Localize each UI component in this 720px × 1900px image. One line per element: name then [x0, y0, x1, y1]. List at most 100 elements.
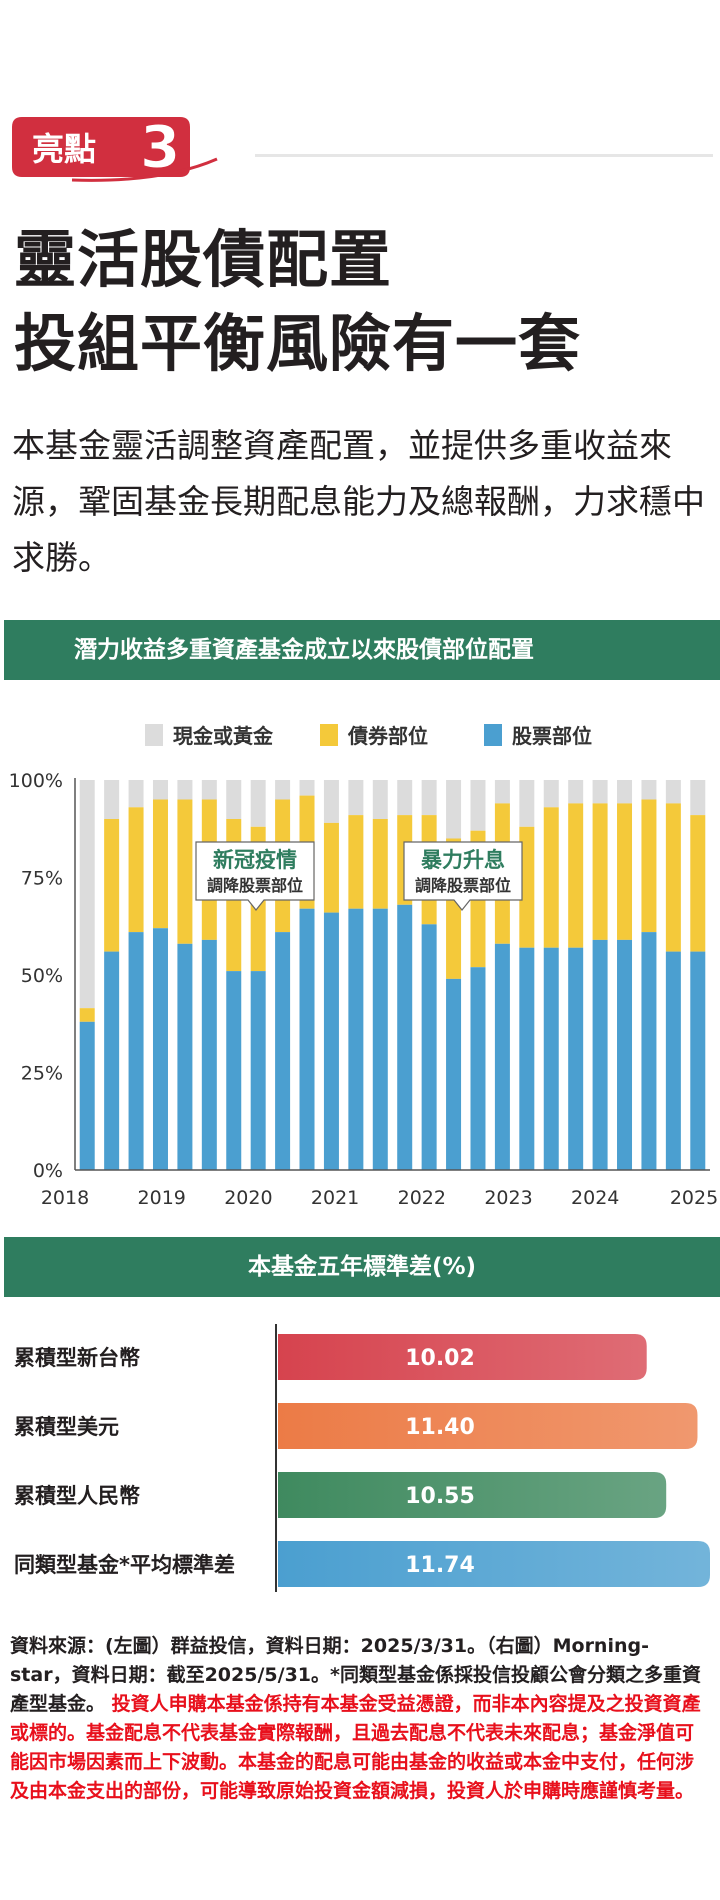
bar-cash: [323, 780, 339, 823]
bar-equity: [617, 939, 633, 1170]
stdev-value-label: 10.02: [405, 1346, 475, 1371]
bar-bond: [519, 826, 535, 948]
bar-equity: [446, 978, 462, 1170]
bar-bond: [323, 822, 339, 913]
bar-cash: [104, 780, 120, 819]
x-tick-label: 2019: [138, 1187, 186, 1209]
bar-cash: [177, 780, 193, 800]
bar-cash: [348, 780, 364, 816]
stdev-chart-title-band: 本基金五年標準差(%): [4, 1237, 720, 1297]
legend-swatch-2: [484, 724, 502, 746]
x-tick-label: 2025: [670, 1187, 718, 1209]
chart-legend: 現金或黃金 債券部位 股票部位: [145, 724, 592, 748]
x-tick-label: 2020: [224, 1187, 272, 1209]
bar-cash: [470, 780, 486, 831]
legend-swatch-1: [320, 724, 338, 746]
bar-cash: [543, 780, 559, 808]
bar-cash: [446, 780, 462, 839]
x-tick-label: 2023: [484, 1187, 532, 1209]
legend-label-0: 現金或黃金: [173, 724, 274, 748]
bar-equity: [690, 951, 706, 1170]
bar-equity: [226, 971, 242, 1170]
bar-equity: [470, 967, 486, 1170]
annotation-callout-0: [195, 841, 315, 911]
bar-cash: [519, 780, 535, 827]
bar-bond: [79, 1008, 95, 1022]
bar-bond: [690, 815, 706, 952]
annotation-title-0: 新冠疫情: [213, 848, 297, 872]
annotation-subtitle-1: 調降股票部位: [415, 876, 511, 895]
allocation-stacked-bar-chart: 現金或黃金 債券部位 股票部位 0% 25% 50% 75% 100% 2018 2019 202…: [9, 724, 719, 1209]
headline-line-1: 靈活股債配置: [14, 223, 393, 296]
stdev-value-label: 11.40: [405, 1415, 475, 1440]
stdev-bar: [278, 1334, 647, 1380]
bar-bond: [592, 803, 608, 940]
bar-cash: [372, 780, 388, 819]
allocation-chart-title-band: 潛力收益多重資產基金成立以來股債部位配置: [4, 620, 720, 680]
bar-bond: [641, 799, 657, 933]
allocation-chart-title: 潛力收益多重資產基金成立以來股債部位配置: [74, 637, 534, 663]
bar-cash: [690, 780, 706, 816]
stdev-bar: [278, 1472, 667, 1518]
bar-cash: [421, 780, 437, 816]
bar-bond: [543, 807, 559, 948]
legend-label-1: 債券部位: [347, 724, 428, 748]
bar-cash: [397, 780, 413, 816]
annotation-subtitle-0: 調降股票部位: [207, 876, 303, 895]
stdev-value-label: 10.55: [405, 1484, 475, 1509]
bar-cash: [299, 780, 315, 796]
y-tick-label: 100%: [9, 770, 63, 792]
legend-swatch-0: [145, 724, 163, 746]
x-tick-label: 2024: [571, 1187, 619, 1209]
bar-bond: [177, 799, 193, 944]
bar-equity: [543, 947, 559, 1170]
bar-cash: [617, 780, 633, 804]
bar-equity: [348, 908, 364, 1170]
bar-equity: [421, 924, 437, 1170]
bar-cash: [152, 780, 168, 800]
footnote: 資料來源：(左圖）群益投信，資料日期：2025/3/31。（右圖）Morning…: [10, 1632, 710, 1806]
bar-cash: [568, 780, 584, 804]
intro-paragraph: 本基金靈活調整資產配置，並提供多重收益來源，鞏固基金長期配息能力及總報酬，力求穩…: [12, 426, 705, 577]
bar-cash: [201, 780, 217, 800]
chart-axes: 0% 25% 50% 75% 100% 2018 2019 2020 2021 2022 2023 2…: [9, 770, 719, 1209]
highlight-badge: 亮點 3: [12, 117, 218, 182]
x-tick-label: 2021: [311, 1187, 359, 1209]
stdev-bar: [278, 1541, 710, 1587]
bar-bond: [372, 819, 388, 909]
annotation-callout-1: [403, 841, 523, 911]
bar-equity: [79, 1021, 95, 1170]
y-tick-label: 0%: [33, 1160, 63, 1182]
bar-equity: [152, 928, 168, 1170]
stdev-category-label: 累積型新台幣: [14, 1346, 140, 1370]
bar-equity: [250, 971, 266, 1170]
bar-equity: [299, 908, 315, 1170]
legend-label-2: 股票部位: [512, 724, 592, 748]
bar-equity: [275, 932, 291, 1170]
bar-bond: [104, 819, 120, 952]
stdev-chart-title: 本基金五年標準差(%): [247, 1254, 477, 1280]
headline-line-2: 投組平衡風險有一套: [14, 307, 582, 380]
bar-cash: [641, 780, 657, 800]
bar-equity: [323, 912, 339, 1170]
bar-bond: [128, 807, 144, 933]
stdev-rows: 累積型新台幣 10.02 累積型美元 11.40 累積型人民幣 10.55 同類型基金*平均…: [14, 1334, 710, 1587]
y-tick-label: 75%: [21, 868, 63, 890]
bar-cash: [494, 780, 510, 804]
bar-cash: [250, 780, 266, 827]
bar-cash: [128, 780, 144, 808]
stdev-horizontal-bar-chart: 累積型新台幣 10.02 累積型美元 11.40 累積型人民幣 10.55 同類型基金*平均…: [14, 1324, 710, 1592]
stdev-bar: [278, 1403, 698, 1449]
highlight-label: 亮點: [32, 130, 96, 168]
bar-equity: [641, 932, 657, 1170]
footnote-risk-disclosure: 投資人申購本基金係持有本基金受益憑證，而非本內容提及之投資資產或標的。基金配息不…: [10, 1693, 701, 1802]
bar-cash: [592, 780, 608, 804]
highlight-number: 3: [140, 117, 180, 181]
y-tick-label: 25%: [21, 1063, 63, 1085]
bar-equity: [592, 939, 608, 1170]
footnote-source: 資料來源：(左圖）群益投信，資料日期：2025/3/31。（右圖）Morning…: [10, 1635, 701, 1715]
x-tick-label: 2022: [398, 1187, 446, 1209]
bar-cash: [79, 780, 95, 1009]
bar-bond: [348, 815, 364, 909]
